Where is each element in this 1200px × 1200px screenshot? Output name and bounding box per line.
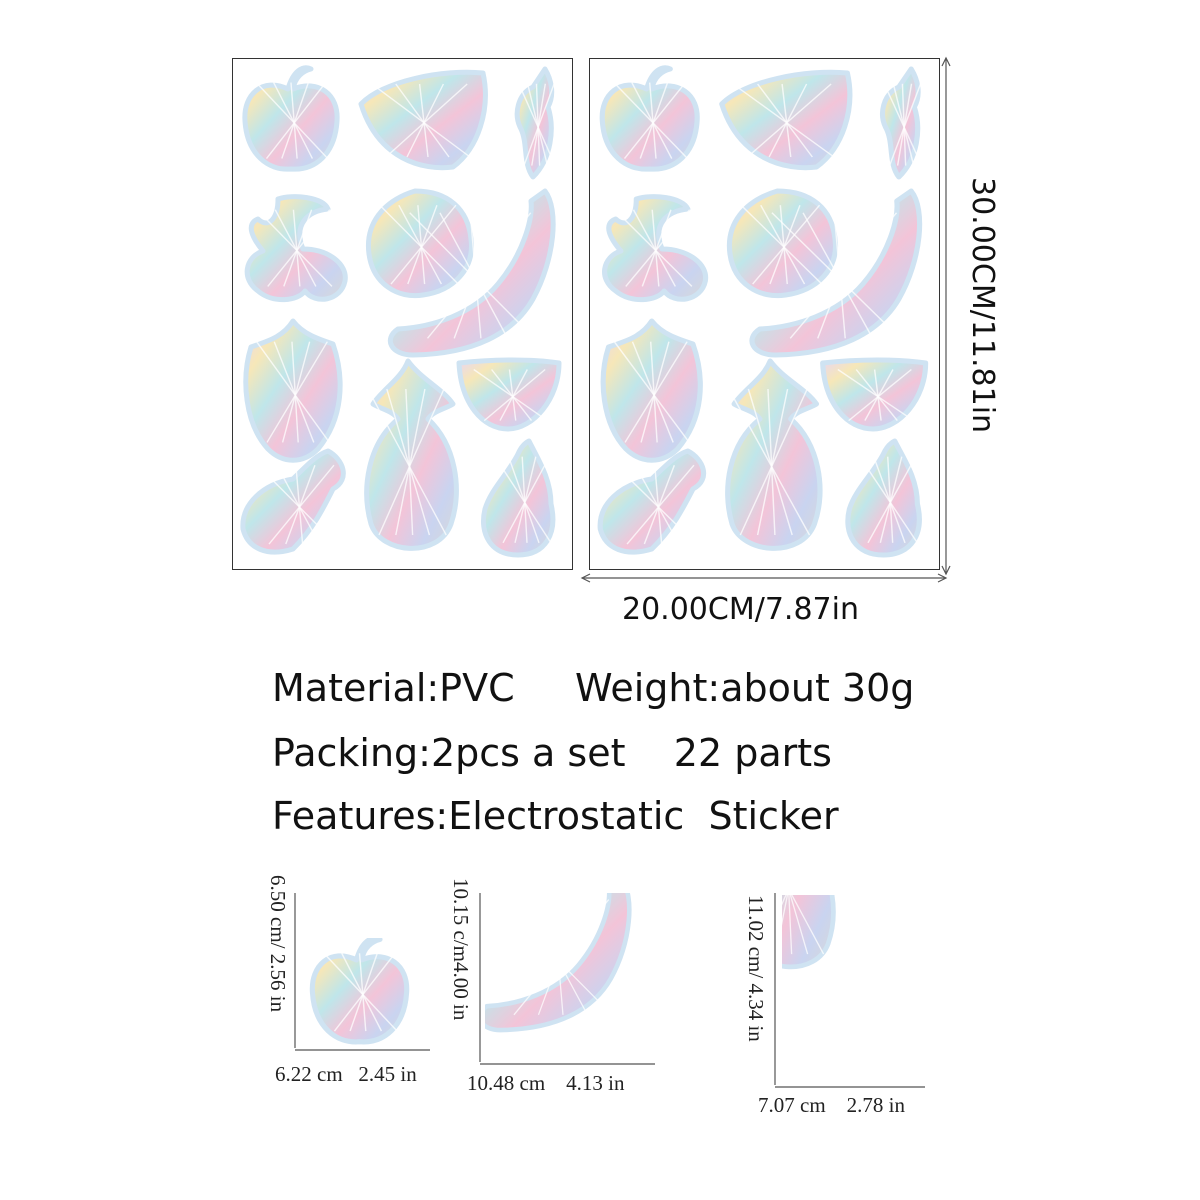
chili-sticker: [880, 66, 923, 180]
orange-sticker: [365, 188, 474, 299]
lemon-sticker: [456, 357, 562, 432]
spec-packing: Packing:2pcs a set 22 parts: [272, 731, 832, 775]
pineapple-sticker: [364, 358, 459, 551]
watermelon-sticker: [719, 69, 853, 171]
sample-pineapple-sticker: [782, 895, 836, 970]
right-sticker-sheet: [589, 58, 940, 570]
watermelon-sticker: [358, 69, 488, 171]
strawberry-sticker: [243, 318, 343, 463]
sample-banana-width-label: 10.48 cm 4.13 in: [467, 1071, 625, 1095]
grapes-sticker: [240, 448, 346, 555]
pear-sticker: [845, 438, 922, 558]
sample-apple-height-label: 6.50 cm/ 2.56 in: [266, 875, 290, 1013]
sheet-width-label: 20.00CM/7.87in: [622, 592, 859, 627]
pear-sticker: [481, 438, 556, 558]
sample-pineapple-height-label: 11.02 cm/ 4.34 in: [744, 895, 768, 1042]
sample-banana-sticker: [485, 893, 632, 1033]
right-sheet-stickers: [597, 65, 929, 558]
apple-sticker: [242, 65, 340, 172]
banana-sticker: [749, 188, 923, 358]
left-sticker-sheet: [232, 58, 573, 570]
sample-banana-height-label: 10.15 c/m4.00 in: [449, 878, 473, 1021]
chili-sticker: [514, 66, 556, 180]
left-sheet-stickers: [240, 65, 562, 558]
spec-material-weight: Material:PVC Weight:about 30g: [272, 666, 915, 710]
banana-sticker: [485, 893, 632, 1033]
cherry-sticker: [602, 194, 709, 303]
cherry-sticker: [244, 194, 348, 303]
sheet-height-label: 30.00CM/11.81in: [965, 177, 1000, 434]
sample-apple-sticker: [309, 938, 410, 1045]
orange-sticker: [726, 188, 839, 299]
apple-sticker: [599, 65, 700, 172]
banana-sticker: [387, 188, 556, 358]
strawberry-sticker: [600, 318, 703, 463]
apple-sticker: [309, 938, 410, 1045]
spec-features: Features:Electrostatic Sticker: [272, 794, 839, 838]
grapes-sticker: [597, 448, 707, 555]
pineapple-sticker: [725, 358, 823, 551]
sample-apple-width-label: 6.22 cm 2.45 in: [275, 1062, 417, 1086]
pineapple-sticker: [782, 895, 836, 970]
sample-pineapple-width-label: 7.07 cm 2.78 in: [758, 1093, 905, 1117]
lemon-sticker: [820, 357, 929, 432]
